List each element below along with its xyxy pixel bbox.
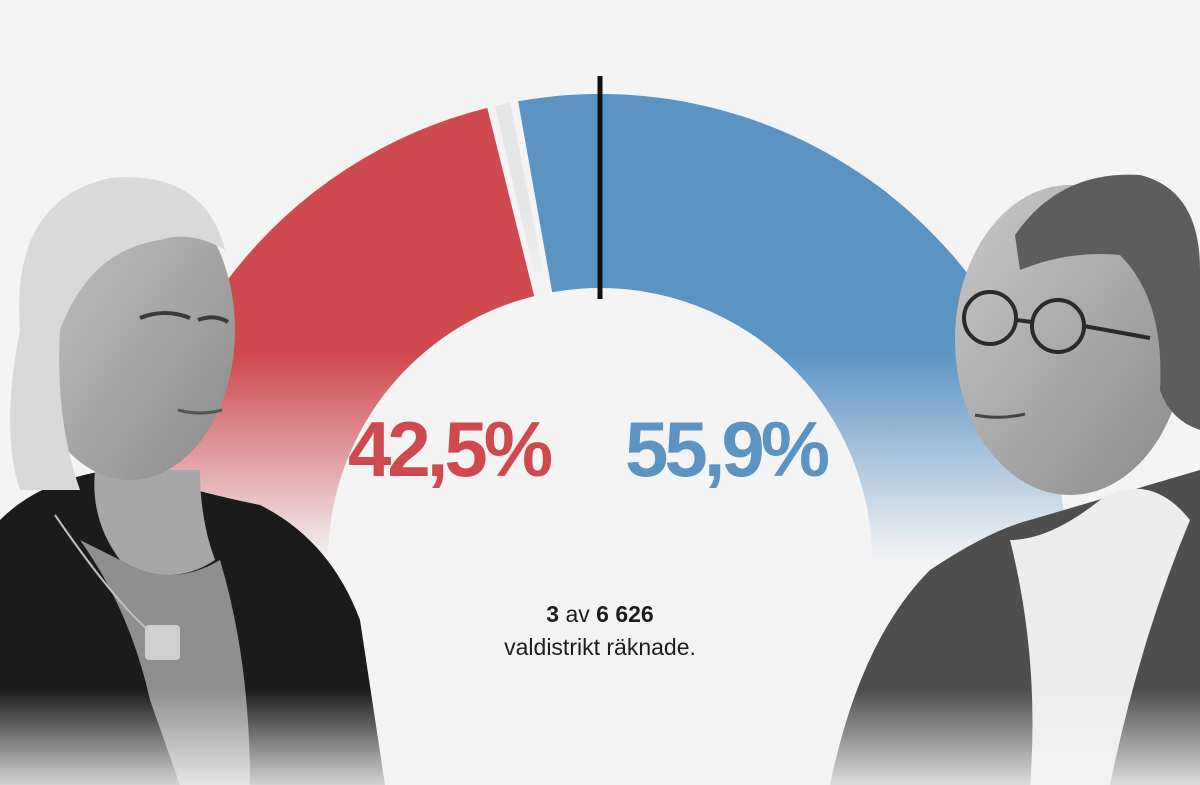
right-bloc-percentage: 55,9% xyxy=(625,405,830,493)
other-arc xyxy=(495,102,548,295)
districts-count-line: 3 av 6 626 xyxy=(430,598,770,631)
right-bloc-arc xyxy=(518,93,1066,560)
gauge-arcs xyxy=(134,93,1066,560)
bottom-fade xyxy=(0,690,1200,785)
left-bloc-arc xyxy=(134,107,535,560)
districts-caption: valdistrikt räknade. xyxy=(504,634,696,661)
districts-counted-status: 3 av 6 626 valdistrikt räknade. xyxy=(430,598,770,665)
districts-total-value: 6 626 xyxy=(596,601,654,627)
districts-of-word: av xyxy=(565,601,590,627)
left-bloc-percentage: 42,5% xyxy=(348,405,553,493)
districts-counted-value: 3 xyxy=(546,601,560,627)
